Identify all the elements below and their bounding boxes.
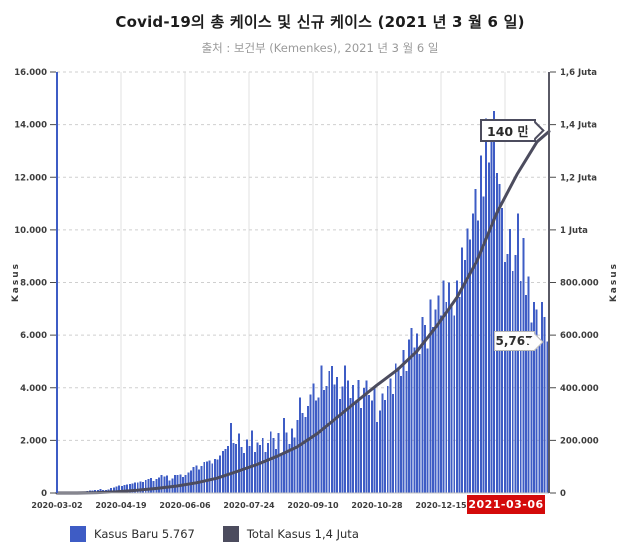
- svg-text:8.000: 8.000: [20, 279, 47, 289]
- highlight-date-badge: 2021-03-06: [467, 495, 545, 514]
- svg-text:0: 0: [560, 489, 566, 499]
- total-cases-line: [55, 130, 551, 495]
- svg-text:1,4 Juta: 1,4 Juta: [560, 121, 597, 131]
- svg-text:800.000: 800.000: [560, 279, 599, 289]
- svg-text:2020-03-02: 2020-03-02: [31, 501, 82, 510]
- total-cases-callout: 140 만: [480, 119, 545, 142]
- legend-label: Kasus Baru 5.767: [94, 527, 195, 541]
- svg-text:14.000: 14.000: [14, 121, 47, 131]
- axis-tick-labels: 0 0 2.000 200.000 4.000 400.000 6.000 600.000 8.…: [14, 68, 599, 510]
- svg-text:1,6 Juta: 1,6 Juta: [560, 68, 597, 78]
- svg-text:12.000: 12.000: [14, 173, 47, 183]
- svg-text:16.000: 16.000: [14, 68, 47, 78]
- svg-text:10.000: 10.000: [14, 226, 47, 236]
- svg-text:1,2 Juta: 1,2 Juta: [560, 173, 597, 183]
- svg-text:2.000: 2.000: [20, 436, 47, 446]
- svg-text:6.000: 6.000: [20, 331, 47, 341]
- legend-label: Total Kasus 1,4 Juta: [246, 527, 359, 541]
- svg-text:4.000: 4.000: [20, 384, 47, 394]
- new-cases-bars: [57, 111, 549, 494]
- svg-text:200.000: 200.000: [560, 436, 599, 446]
- new-cases-callout-text: 5,767: [495, 334, 534, 348]
- svg-text:600.000: 600.000: [560, 331, 599, 341]
- left-axis-title: Kasus: [11, 262, 21, 303]
- svg-text:2020-06-06: 2020-06-06: [159, 501, 211, 510]
- svg-text:2020-04-19: 2020-04-19: [95, 501, 147, 510]
- kasus-baru-swatch-icon: [70, 526, 86, 542]
- svg-text:2020-10-28: 2020-10-28: [351, 501, 403, 510]
- new-cases-callout: 5,767: [494, 331, 544, 351]
- axes: [56, 72, 550, 494]
- total-kasus-swatch-icon: [222, 526, 239, 542]
- svg-text:0: 0: [41, 489, 47, 499]
- svg-text:2020-09-10: 2020-09-10: [287, 501, 339, 510]
- legend: Kasus Baru 5.767 Total Kasus 1,4 Juta: [70, 526, 359, 542]
- total-cases-callout-text: 140 만: [487, 124, 529, 139]
- legend-item-total-kasus[interactable]: Total Kasus 1,4 Juta: [222, 526, 359, 542]
- page-title: Covid-19의 총 케이스 및 신규 케이스 (2021 년 3 월 6 일…: [115, 13, 525, 31]
- svg-text:400.000: 400.000: [560, 384, 599, 394]
- chart-subtitle: 출처 : 보건부 (Kemenkes), 2021 년 3 월 6 일: [201, 41, 439, 55]
- legend-item-kasus-baru[interactable]: Kasus Baru 5.767: [70, 526, 195, 542]
- svg-text:1 Juta: 1 Juta: [560, 226, 588, 236]
- axis-ticks: [50, 71, 556, 494]
- right-axis-title: Kasus: [609, 262, 619, 303]
- svg-text:2020-07-24: 2020-07-24: [223, 501, 275, 510]
- svg-text:2020-12-15: 2020-12-15: [415, 501, 467, 510]
